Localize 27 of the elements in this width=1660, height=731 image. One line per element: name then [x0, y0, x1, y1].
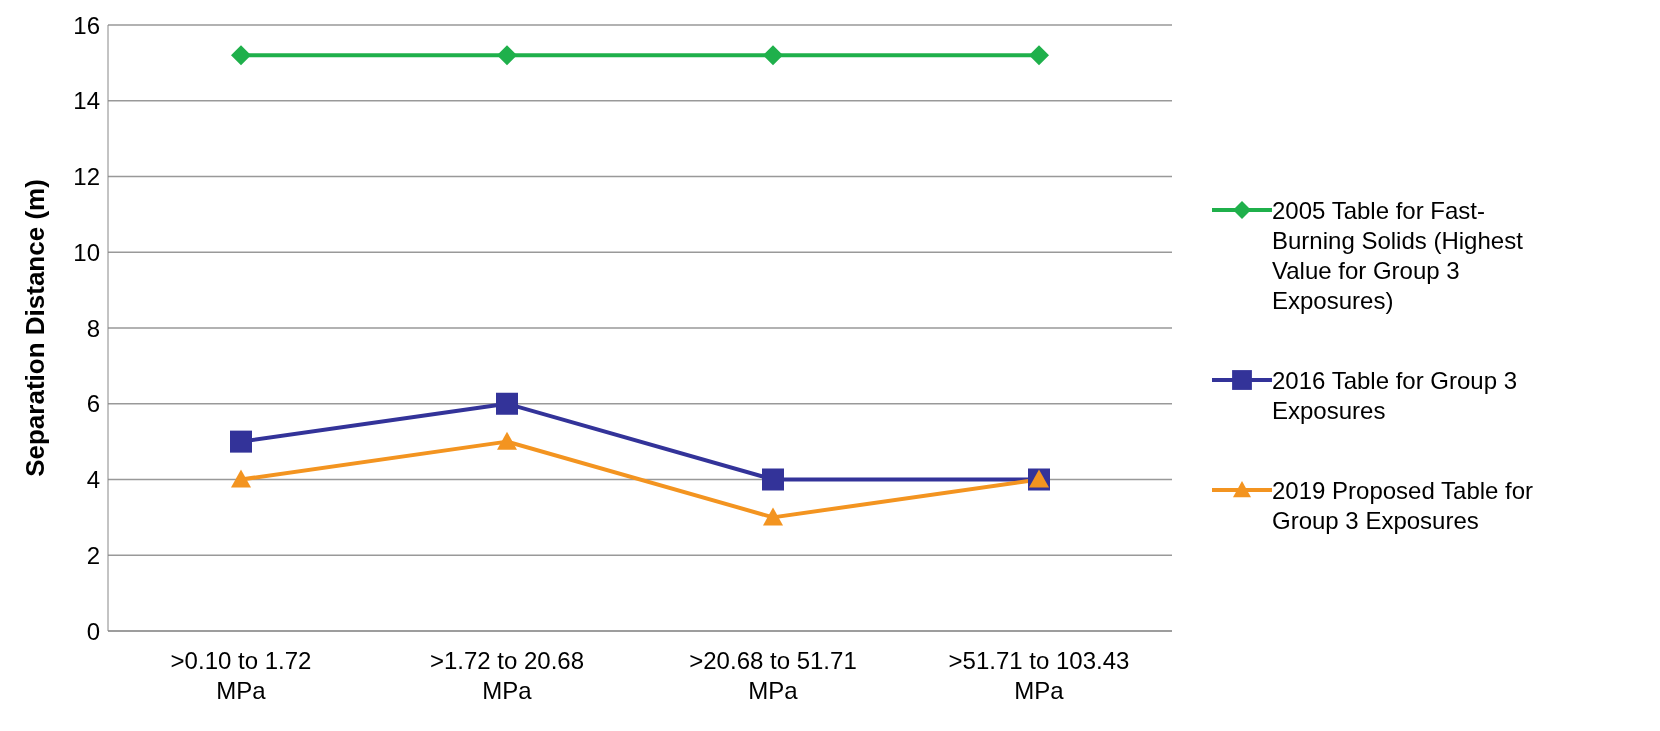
legend-label: 2016 Table for Group 3 Exposures [1272, 365, 1519, 426]
legend-label: 2005 Table for Fast-Burning Solids (Highest Value for Group 3 Exposures) [1272, 195, 1524, 316]
x-tick-label: >51.71 to 103.43 MPa [948, 647, 1130, 704]
y-tick-label: 0 [86, 617, 100, 645]
point [496, 392, 518, 415]
y-tick-label: 14 [73, 87, 100, 115]
point [1029, 45, 1049, 66]
point [497, 431, 517, 450]
x-tick-label: >0.10 to 1.72 MPa [170, 647, 312, 704]
y-tick-label: 16 [73, 11, 100, 39]
point [231, 469, 251, 488]
point [763, 45, 783, 66]
point [497, 45, 517, 66]
x-tick-label: >1.72 to 20.68 MPa [429, 647, 585, 704]
point [763, 507, 783, 526]
y-tick-label: 8 [86, 314, 100, 342]
y-tick-label: 2 [86, 541, 100, 569]
x-tick-label: >20.68 to 51.71 MPa [689, 647, 857, 704]
y-tick-label: 4 [86, 466, 100, 494]
point [231, 45, 251, 66]
legend-label: 2019 Proposed Table for Group 3 Exposures [1272, 475, 1535, 536]
point [762, 468, 784, 491]
y-tick-label: 6 [86, 390, 100, 418]
point [230, 430, 252, 453]
y-tick-label: 10 [73, 238, 100, 266]
y-axis-title: Separation Distance (m) [20, 179, 51, 477]
y-tick-label: 12 [73, 163, 100, 191]
